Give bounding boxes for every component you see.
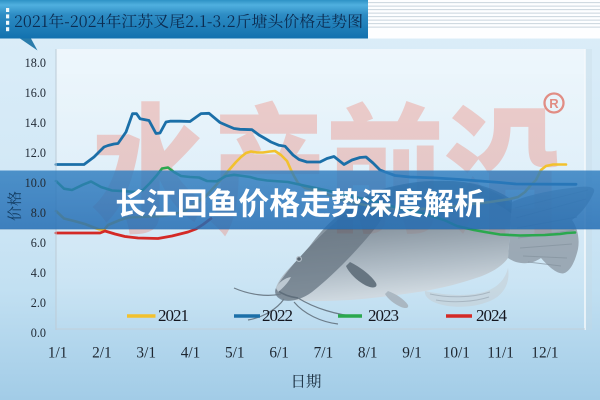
svg-text:12/1: 12/1 [531, 344, 558, 361]
svg-text:11/1: 11/1 [487, 344, 514, 361]
svg-text:3/1: 3/1 [136, 344, 156, 361]
svg-text:2024: 2024 [476, 306, 508, 325]
svg-text:8.0: 8.0 [31, 206, 46, 220]
svg-text:2/1: 2/1 [92, 344, 112, 361]
svg-text:18.0: 18.0 [25, 56, 46, 70]
svg-text:1/1: 1/1 [48, 344, 68, 361]
svg-text:14.0: 14.0 [25, 116, 46, 130]
svg-text:0.0: 0.0 [31, 326, 46, 340]
svg-text:7/1: 7/1 [314, 344, 334, 361]
svg-text:6/1: 6/1 [269, 344, 289, 361]
svg-text:5/1: 5/1 [225, 344, 245, 361]
svg-text:2.0: 2.0 [31, 296, 46, 310]
svg-text:6.0: 6.0 [31, 236, 46, 250]
svg-text:12.0: 12.0 [25, 146, 46, 160]
svg-text:10/1: 10/1 [443, 344, 470, 361]
svg-text:8/1: 8/1 [358, 344, 378, 361]
svg-text:16.0: 16.0 [25, 86, 46, 100]
svg-text:4/1: 4/1 [181, 344, 201, 361]
svg-text:R: R [549, 96, 559, 111]
svg-text:4.0: 4.0 [31, 266, 46, 280]
svg-text:2022: 2022 [262, 306, 293, 325]
svg-text:2021: 2021 [158, 306, 189, 325]
svg-text:2023: 2023 [368, 306, 399, 325]
svg-text:10.0: 10.0 [25, 176, 46, 190]
svg-text:9/1: 9/1 [402, 344, 422, 361]
